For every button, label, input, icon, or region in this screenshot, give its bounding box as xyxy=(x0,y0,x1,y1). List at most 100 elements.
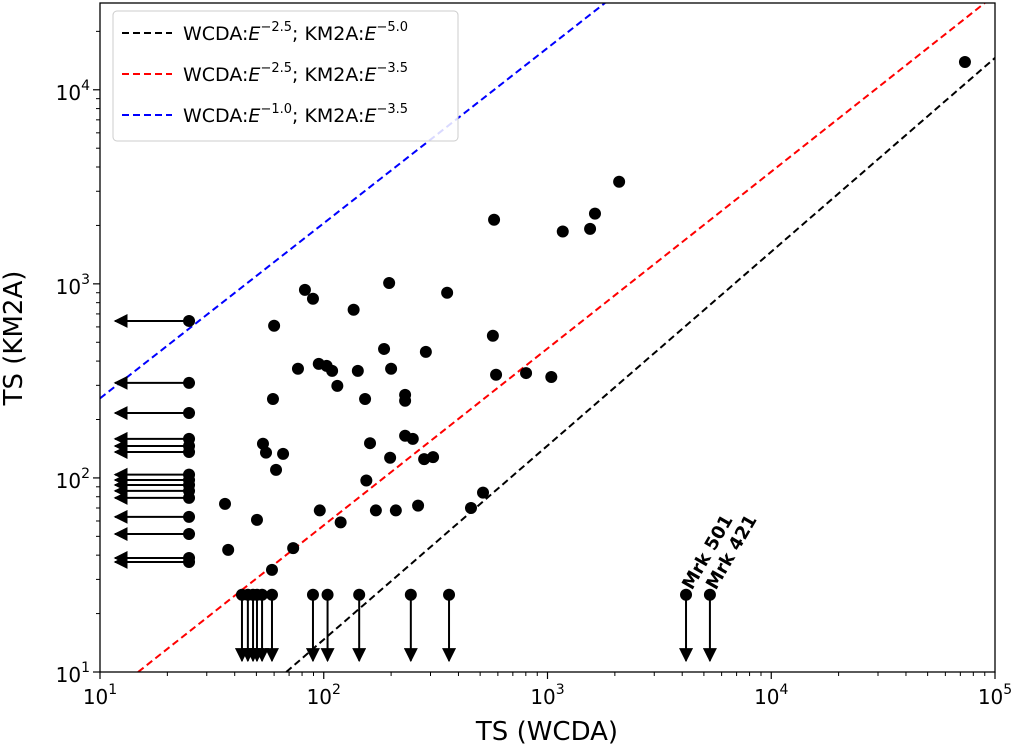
point xyxy=(364,437,377,450)
y-upper-limit-point xyxy=(306,588,319,601)
tick-exponent: 4 xyxy=(81,78,90,94)
tick-base: 10 xyxy=(978,685,1003,709)
tick-base: 10 xyxy=(56,663,81,687)
point xyxy=(359,393,372,406)
tick-label: 101 xyxy=(56,660,90,687)
tick-exponent: 5 xyxy=(1003,682,1012,698)
legend-label-part: ; KM2A: xyxy=(292,64,364,86)
point xyxy=(298,283,311,296)
legend-label-part: −3.5 xyxy=(376,61,408,76)
point xyxy=(399,394,412,407)
tick-label: 105 xyxy=(978,682,1012,709)
legend-label-part: ; KM2A: xyxy=(292,23,364,45)
point xyxy=(486,329,499,342)
point xyxy=(351,364,364,377)
point xyxy=(613,175,626,188)
tick-exponent: 2 xyxy=(332,682,341,698)
legend-label-part: WCDA: xyxy=(183,64,248,86)
x-upper-limit-point xyxy=(183,510,196,523)
x-upper-limit-point xyxy=(183,376,196,389)
tick-exponent: 3 xyxy=(556,682,565,698)
legend-label: WCDA:E−2.5; KM2A:E−5.0 xyxy=(183,20,408,45)
tick-base: 10 xyxy=(307,685,332,709)
point xyxy=(347,303,360,316)
tick-label: 101 xyxy=(83,682,117,709)
point xyxy=(490,368,503,381)
tick-base: 10 xyxy=(56,81,81,105)
x-upper-limit-point xyxy=(183,491,196,504)
plot-area xyxy=(100,3,995,672)
point xyxy=(384,451,397,464)
plot-frame xyxy=(99,2,996,673)
point xyxy=(383,277,396,290)
point xyxy=(334,516,347,529)
y-upper-limit-point xyxy=(680,588,693,601)
tick-label: 103 xyxy=(56,272,90,299)
tick-label: 103 xyxy=(530,682,564,709)
point xyxy=(268,319,281,332)
x-upper-limit-point xyxy=(183,528,196,541)
legend-label-part: E xyxy=(364,64,376,86)
tick-exponent: 1 xyxy=(81,660,90,676)
tick-label: 102 xyxy=(56,466,90,493)
point xyxy=(265,563,278,576)
point xyxy=(291,362,304,375)
tick-exponent: 1 xyxy=(108,682,117,698)
point xyxy=(287,542,300,555)
tick-base: 10 xyxy=(754,685,779,709)
point xyxy=(385,362,398,375)
legend-label-part: −2.5 xyxy=(260,61,292,76)
legend-label-part: ; KM2A: xyxy=(292,105,364,127)
point xyxy=(412,499,425,512)
point xyxy=(277,447,290,460)
y-upper-limit-point xyxy=(703,588,716,601)
point xyxy=(256,437,269,450)
x-upper-limit-point xyxy=(183,314,196,327)
point xyxy=(312,357,325,370)
y-upper-limit-point xyxy=(404,588,417,601)
tick-exponent: 2 xyxy=(81,466,90,482)
model-line xyxy=(285,57,995,672)
point xyxy=(419,345,432,358)
y-upper-limit-point xyxy=(353,588,366,601)
point xyxy=(477,486,490,499)
point xyxy=(266,393,279,406)
tick-exponent: 4 xyxy=(780,682,789,698)
legend-label: WCDA:E−1.0; KM2A:E−3.5 xyxy=(183,102,408,127)
point xyxy=(222,543,235,556)
point xyxy=(389,504,402,517)
point xyxy=(313,504,326,517)
y-upper-limit-point xyxy=(443,588,456,601)
legend-label: WCDA:E−2.5; KM2A:E−3.5 xyxy=(183,61,408,86)
point xyxy=(488,213,501,226)
y-upper-limit-point xyxy=(256,588,269,601)
legend-label-part: E xyxy=(248,23,260,45)
model-line xyxy=(100,3,606,400)
legend-label-part: WCDA: xyxy=(183,23,248,45)
tick-label: 104 xyxy=(56,78,90,105)
point xyxy=(588,207,601,220)
x-upper-limit-point xyxy=(183,555,196,568)
x-upper-limit-point xyxy=(183,446,196,459)
legend-label-part: −2.5 xyxy=(260,20,292,35)
point xyxy=(399,429,412,442)
tick-label: 102 xyxy=(307,682,341,709)
legend-label-part: E xyxy=(364,23,376,45)
tick-base: 10 xyxy=(83,685,108,709)
legend-label-part: E xyxy=(364,105,376,127)
model-line xyxy=(137,3,986,672)
point xyxy=(219,497,232,510)
point xyxy=(520,367,533,380)
legend-label-part: −1.0 xyxy=(260,102,292,117)
point xyxy=(360,474,373,487)
tick-base: 10 xyxy=(530,685,555,709)
legend-label-part: E xyxy=(248,105,260,127)
point xyxy=(584,222,597,235)
point xyxy=(331,379,344,392)
legend-label-part: WCDA: xyxy=(183,105,248,127)
legend-label-part: −5.0 xyxy=(376,20,408,35)
tick-base: 10 xyxy=(56,275,81,299)
y-upper-limit-point xyxy=(321,588,334,601)
